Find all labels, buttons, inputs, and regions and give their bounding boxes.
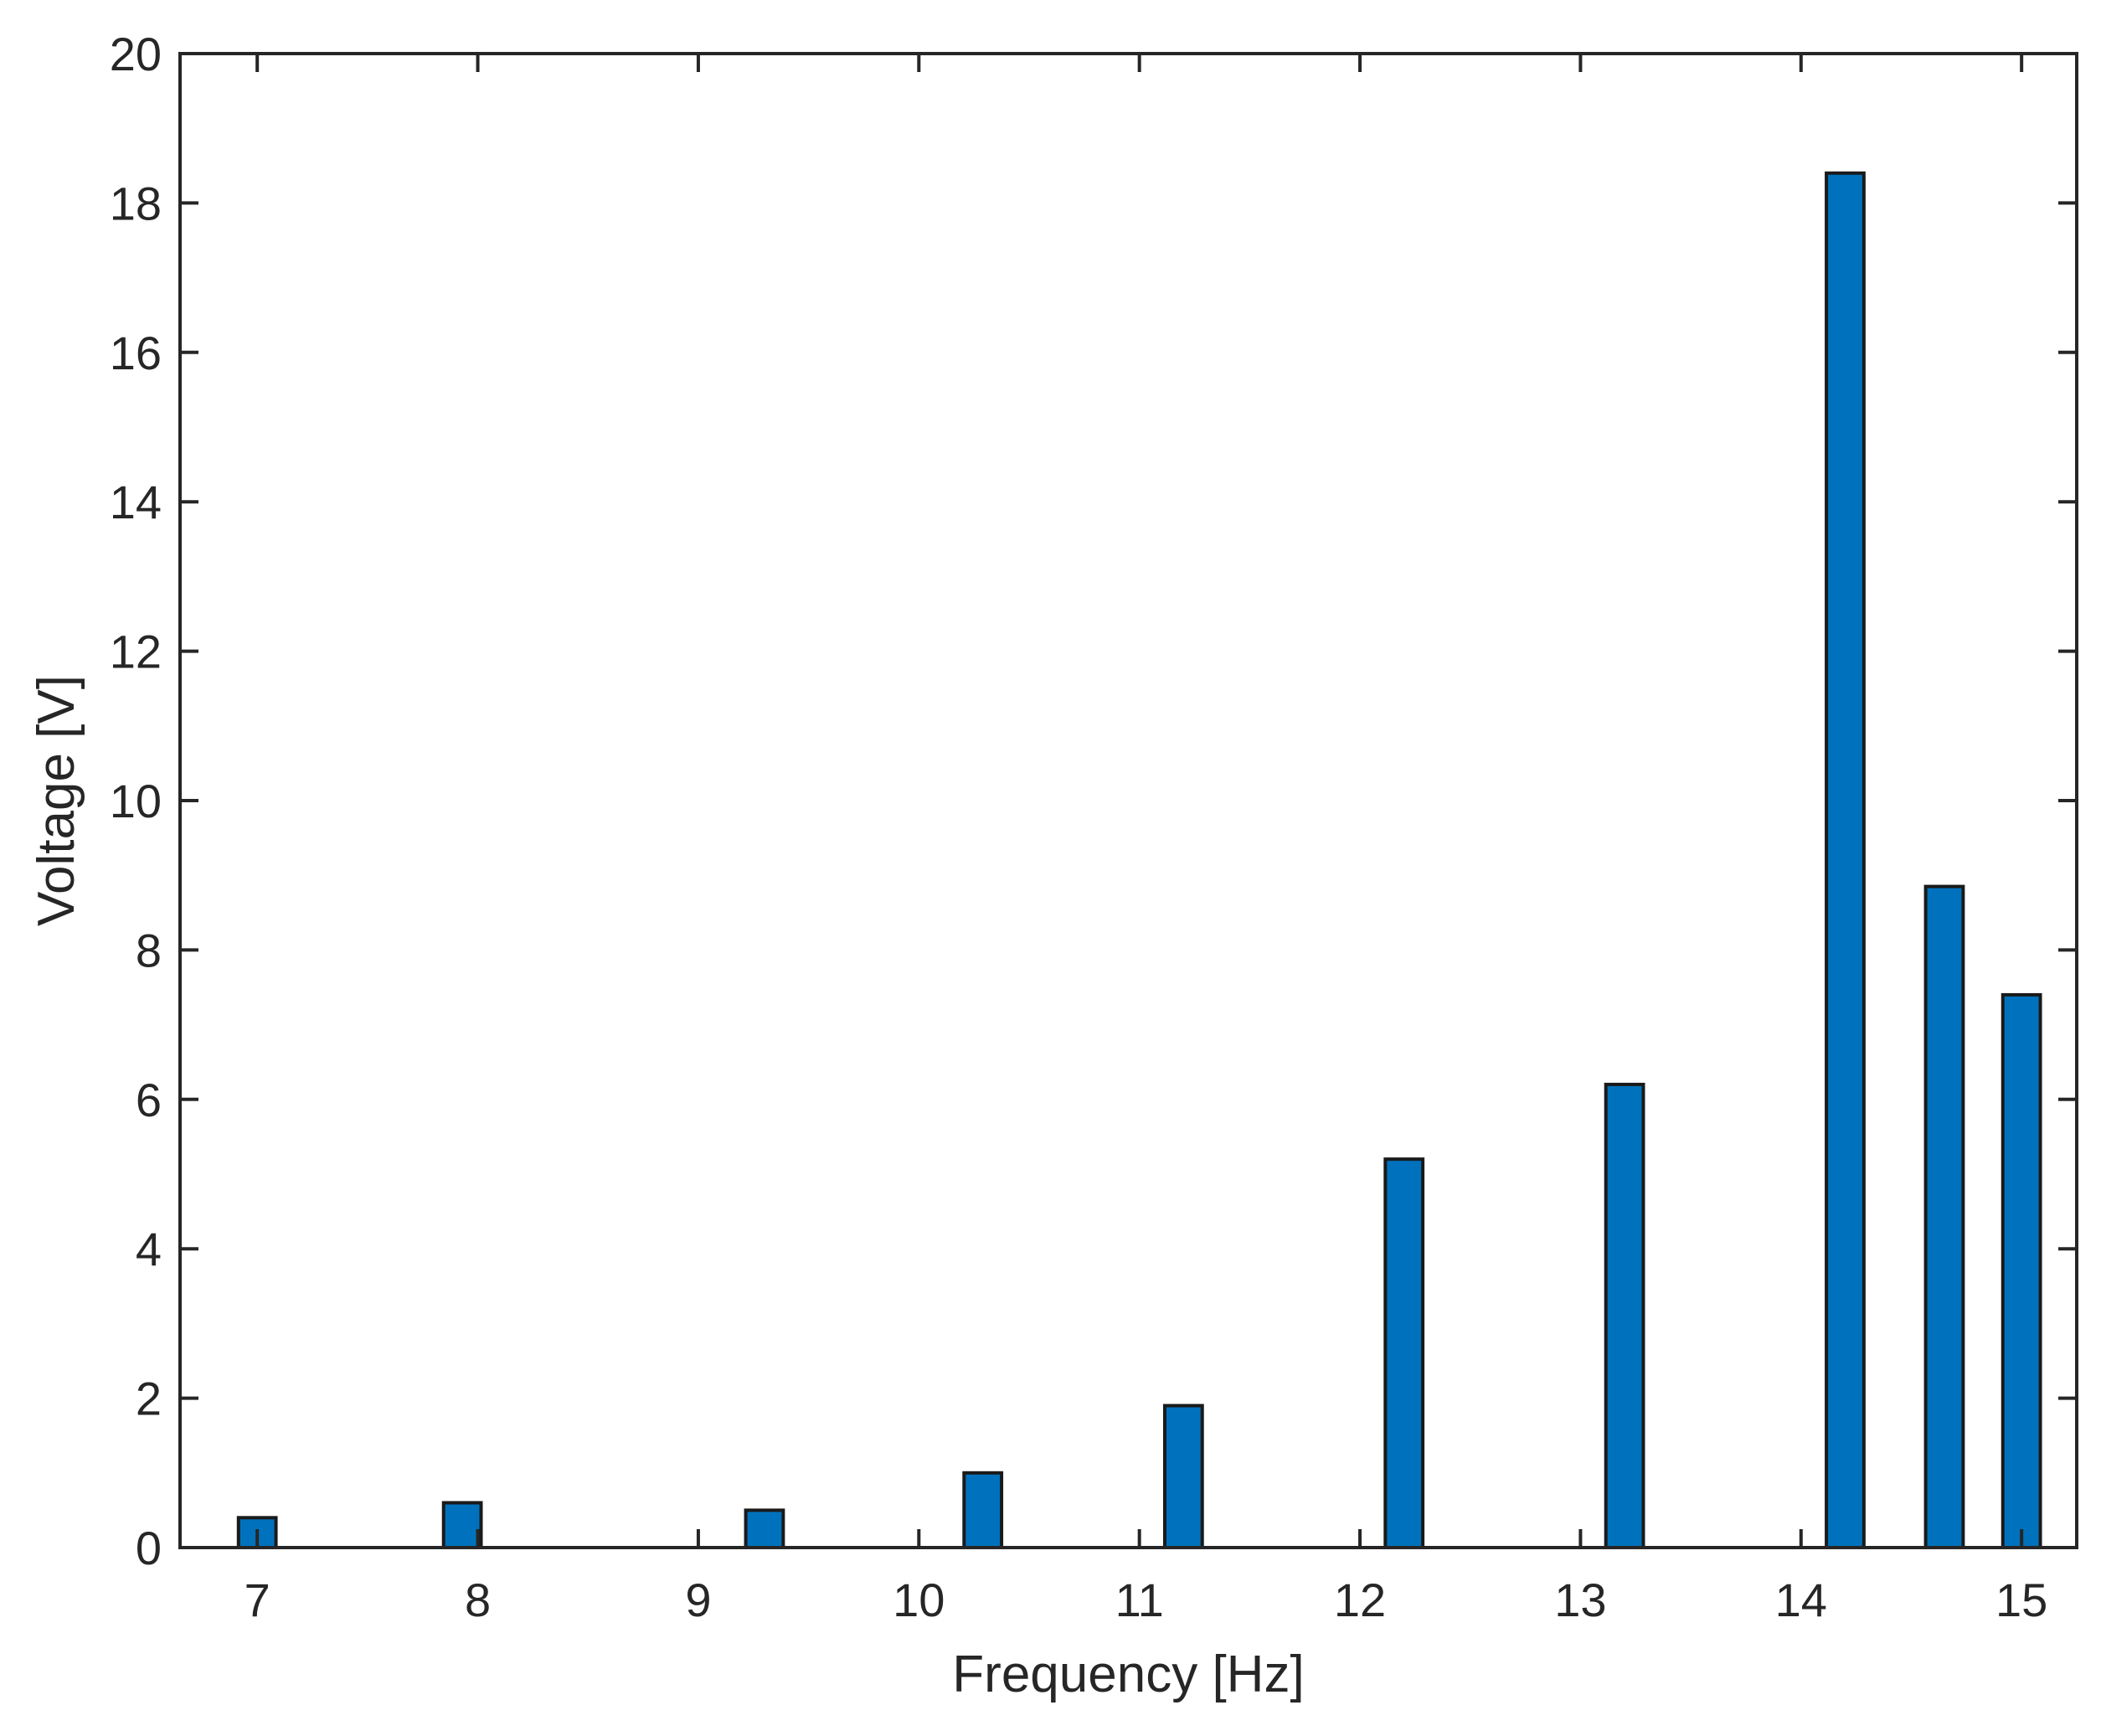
y-tick-label: 16 [110,327,162,379]
bar [441,1501,483,1549]
y-tick-label: 12 [110,626,162,678]
bar [1383,1157,1425,1550]
x-tick-label: 12 [1334,1574,1386,1626]
bar [744,1508,785,1550]
y-tick-label: 20 [110,28,162,80]
y-tick-label: 0 [136,1522,162,1574]
bar [1923,884,1965,1549]
y-tick-label: 8 [136,924,162,976]
y-tick-label: 4 [136,1223,162,1275]
x-tick-label: 8 [465,1574,491,1626]
y-tick-label: 6 [136,1074,162,1126]
bar [1825,171,1866,1550]
y-tick-label: 2 [136,1373,162,1425]
x-axis-label: Frequency [Hz] [952,1646,1304,1703]
x-tick-label: 10 [893,1574,945,1626]
x-tick-label: 9 [685,1574,711,1626]
bar [962,1471,1004,1550]
x-tick-label: 7 [245,1574,270,1626]
y-tick-label: 14 [110,476,162,528]
y-tick-label: 10 [110,775,162,827]
x-tick-label: 11 [1115,1574,1164,1626]
x-tick-label: 14 [1775,1574,1827,1626]
y-tick-label: 18 [110,177,162,229]
bar [1604,1082,1645,1549]
y-axis: 0 2 4 6 8 10 12 14 16 18 20 [110,28,2077,1574]
x-axis: 7 8 9 10 11 12 13 14 15 [245,54,2047,1626]
plot-frame [178,52,2078,1549]
x-tick-label: 13 [1554,1574,1606,1626]
bar [1162,1404,1204,1550]
x-tick-label: 15 [1995,1574,2047,1626]
y-axis-label: Voltage [V] [28,675,85,926]
bar [2001,992,2042,1550]
bars [236,171,2042,1550]
